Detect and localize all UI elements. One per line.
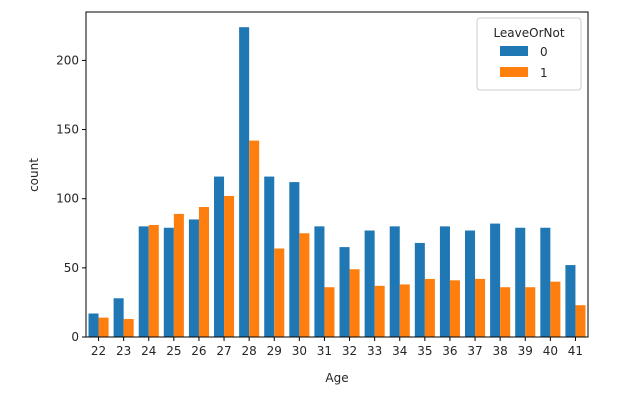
x-tick-label: 35 <box>417 344 432 358</box>
legend-title: LeaveOrNot <box>493 26 564 40</box>
bar-age-32-series-1 <box>349 269 360 337</box>
legend-label-1: 1 <box>540 66 548 80</box>
y-tick-label: 200 <box>56 53 79 67</box>
legend-swatch-0 <box>500 46 528 56</box>
x-tick-label: 34 <box>392 344 407 358</box>
bar-age-32-series-0 <box>339 247 350 337</box>
bar-age-40-series-1 <box>550 281 561 337</box>
bar-age-38-series-1 <box>500 287 511 337</box>
bar-age-39-series-1 <box>525 287 536 337</box>
bar-age-27-series-0 <box>214 176 225 337</box>
x-tick-label: 32 <box>342 344 357 358</box>
x-tick-label: 41 <box>568 344 583 358</box>
legend: LeaveOrNot 01 <box>476 17 582 91</box>
bar-age-26-series-0 <box>188 219 199 337</box>
bar-age-34-series-0 <box>389 226 400 337</box>
x-tick-label: 24 <box>141 344 156 358</box>
bar-age-35-series-0 <box>414 242 425 337</box>
bar-age-28-series-1 <box>249 140 260 337</box>
bar-age-37-series-1 <box>475 278 486 337</box>
plot-frame <box>85 11 589 338</box>
bar-age-34-series-1 <box>399 284 410 337</box>
x-tick-label: 25 <box>166 344 181 358</box>
bar-age-29-series-1 <box>274 248 285 337</box>
x-tick-label: 31 <box>317 344 332 358</box>
bar-age-22-series-0 <box>88 313 99 337</box>
bar-age-30-series-1 <box>299 233 310 337</box>
x-tick-label: 30 <box>292 344 307 358</box>
bar-age-23-series-0 <box>113 298 124 337</box>
bar-age-28-series-0 <box>239 27 250 337</box>
y-tick-label: 0 <box>71 330 79 344</box>
y-axis-ticks: 0 50 100 150 200 <box>56 53 86 344</box>
y-tick-label: 50 <box>64 261 79 275</box>
bar-age-27-series-1 <box>224 195 235 337</box>
bar-age-37-series-0 <box>465 230 476 337</box>
bar-age-40-series-0 <box>540 227 551 337</box>
bar-age-25-series-1 <box>173 213 184 337</box>
x-axis-label: Age <box>325 371 348 385</box>
x-tick-label: 40 <box>543 344 558 358</box>
bar-age-24-series-0 <box>138 226 149 337</box>
bar-age-33-series-0 <box>364 230 375 337</box>
bar-age-31-series-0 <box>314 226 325 337</box>
legend-swatch-1 <box>500 67 528 77</box>
x-tick-label: 39 <box>518 344 533 358</box>
bar-age-36-series-1 <box>449 280 460 337</box>
x-tick-label: 33 <box>367 344 382 358</box>
bar-age-41-series-1 <box>575 305 586 337</box>
bar-age-38-series-0 <box>490 223 501 337</box>
y-tick-label: 150 <box>56 123 79 137</box>
bar-age-23-series-1 <box>123 319 134 337</box>
x-tick-label: 37 <box>467 344 482 358</box>
bar-age-29-series-0 <box>264 176 275 337</box>
bar-age-30-series-0 <box>289 182 300 337</box>
bar-age-22-series-1 <box>98 317 109 337</box>
y-tick-label: 100 <box>56 192 79 206</box>
bar-age-33-series-1 <box>374 285 385 337</box>
bar-age-41-series-0 <box>565 265 576 337</box>
x-tick-label: 36 <box>442 344 457 358</box>
bar-age-35-series-1 <box>424 278 435 337</box>
y-axis-label: count <box>27 158 41 192</box>
x-tick-label: 27 <box>216 344 231 358</box>
x-tick-label: 29 <box>267 344 282 358</box>
x-tick-label: 26 <box>191 344 206 358</box>
legend-entries: 01 <box>500 45 548 80</box>
bar-age-31-series-1 <box>324 287 335 337</box>
legend-label-0: 0 <box>540 45 548 59</box>
x-tick-label: 38 <box>493 344 508 358</box>
bar-age-39-series-0 <box>515 227 526 337</box>
bar-age-25-series-0 <box>163 227 174 337</box>
x-tick-label: 23 <box>116 344 131 358</box>
bar-age-24-series-1 <box>148 224 159 337</box>
bar-age-36-series-0 <box>439 226 450 337</box>
bars-group <box>88 27 586 337</box>
x-axis-ticks: 22 23 24 25 26 27 28 29 30 31 32 33 34 35 36 37 38 39 40 41 <box>91 337 583 358</box>
x-tick-label: 28 <box>242 344 257 358</box>
bar-age-26-series-1 <box>198 207 209 337</box>
x-tick-label: 22 <box>91 344 106 358</box>
